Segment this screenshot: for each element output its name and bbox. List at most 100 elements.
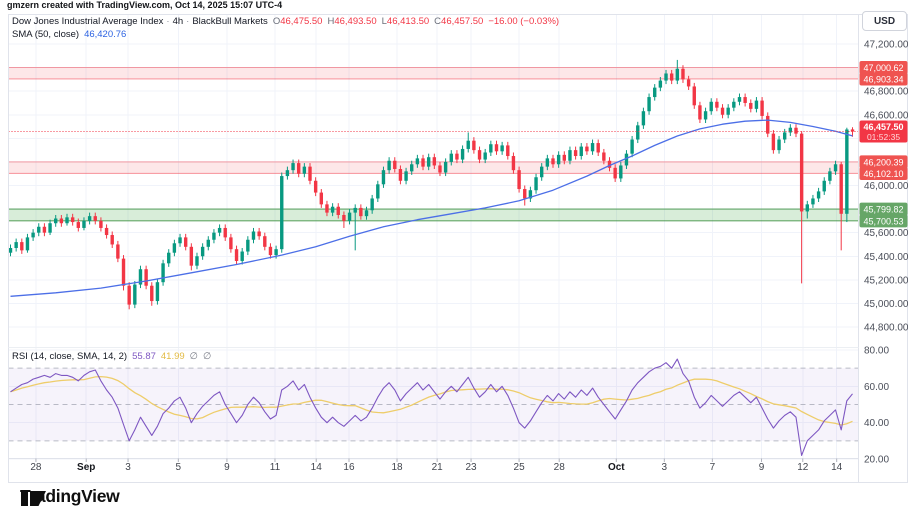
candle	[172, 239, 177, 257]
candle	[319, 189, 324, 208]
candle	[54, 214, 58, 227]
rsi-ma-value: 41.99	[160, 351, 185, 362]
time-axis-label: Oct	[608, 462, 625, 473]
candle	[839, 161, 843, 251]
candle	[65, 213, 69, 226]
candle	[607, 157, 612, 172]
tradingview-logo[interactable]: TradingView	[20, 486, 120, 507]
candle	[460, 145, 465, 164]
candlestick-series	[8, 59, 855, 310]
time-axis-label: 28	[554, 462, 566, 473]
support-zone	[8, 208, 858, 222]
candle	[234, 245, 239, 265]
price-axis-label: 47,200.00	[864, 40, 909, 51]
candle	[200, 243, 205, 260]
candle	[387, 157, 391, 174]
candle	[376, 180, 380, 203]
currency-toggle-button[interactable]: USD	[862, 11, 907, 31]
price-axis-label: 44,800.00	[864, 323, 909, 334]
sma-legend[interactable]: SMA (50, close) 46,420.76	[12, 29, 126, 40]
candle	[330, 203, 335, 217]
candle	[528, 186, 533, 203]
candle	[404, 167, 408, 185]
candle	[833, 160, 838, 175]
time-axis-label: 5	[176, 462, 182, 473]
candle	[782, 128, 787, 144]
price-axis-label: 45,600.00	[864, 228, 909, 239]
candle	[455, 150, 459, 164]
low-value: 46,413.50	[386, 16, 430, 27]
resistance-price-badge: 46,903.34	[859, 72, 908, 86]
rsi-ma-line	[10, 375, 853, 426]
main-series-legend[interactable]: Dow Jones Industrial Average Index · 4h · Bl…	[12, 16, 559, 28]
candle	[517, 166, 521, 193]
price-axis[interactable]: 47,200.00 46,800.00 46,600.00 46,000.00 45,6…	[859, 40, 909, 466]
candle	[489, 140, 493, 157]
candle	[523, 185, 527, 206]
candle	[647, 93, 651, 115]
rsi-legend[interactable]: RSI (14, close, SMA, 14, 2) 55.87 41.99 ∅ ∅	[12, 351, 211, 362]
candle	[87, 212, 92, 225]
candle	[116, 240, 120, 263]
candle	[766, 112, 770, 138]
candle	[760, 97, 764, 120]
rsi-empty-value: ∅	[202, 351, 212, 362]
candle	[432, 153, 437, 169]
candle	[82, 217, 86, 231]
time-axis-label: Sep	[77, 462, 95, 473]
candle	[562, 151, 566, 165]
candle	[811, 194, 815, 208]
candle	[613, 164, 617, 182]
candle	[421, 154, 425, 171]
candle	[771, 130, 776, 154]
time-axis-label: 9	[224, 462, 230, 473]
candle	[280, 172, 284, 253]
candle	[76, 218, 81, 232]
candle	[99, 217, 103, 232]
high-value: 46,493.50	[334, 16, 377, 27]
candle	[794, 124, 798, 138]
rsi-axis-label: 80.00	[864, 346, 889, 357]
rsi-empty-value: ∅	[189, 351, 198, 362]
open-value: 46,475.50	[280, 16, 323, 27]
candle	[246, 236, 250, 256]
candle	[636, 121, 640, 144]
sma-label: SMA (50, close)	[12, 29, 80, 40]
legend-separator: ·	[166, 16, 170, 27]
candle	[686, 75, 691, 90]
candle	[579, 143, 583, 160]
time-axis-label: 16	[343, 462, 355, 473]
time-axis-label: 25	[514, 462, 526, 473]
candle	[675, 59, 680, 85]
candle	[788, 124, 793, 136]
candle	[534, 173, 538, 194]
candle	[726, 104, 730, 119]
candle	[155, 278, 160, 305]
time-axis-label: 11	[270, 462, 281, 473]
candle	[268, 243, 273, 259]
svg-text:45,799.82: 45,799.82	[863, 205, 903, 215]
candle	[364, 206, 369, 220]
candle	[703, 107, 708, 124]
candle	[664, 69, 668, 85]
candle	[347, 209, 352, 225]
low-key: L	[381, 16, 387, 27]
candle	[658, 77, 663, 92]
candle	[556, 151, 561, 168]
candle	[602, 148, 606, 165]
time-axis[interactable]: 28 Sep 3 5 9 11 14 16 18 21 23 25 28 Oct 3 7 9 12 14	[30, 458, 843, 474]
price-axis-label: 46,800.00	[864, 87, 909, 98]
support-price-badge: 45,700.53	[859, 214, 908, 228]
candle	[449, 150, 453, 166]
candle	[104, 224, 109, 239]
candle	[715, 98, 719, 112]
candle	[297, 159, 301, 178]
price-axis-label: 45,400.00	[864, 252, 909, 263]
candle	[359, 204, 363, 220]
candle	[828, 167, 832, 185]
candle	[161, 259, 165, 286]
candle	[25, 233, 30, 253]
candle	[138, 265, 143, 289]
candle	[477, 146, 482, 164]
